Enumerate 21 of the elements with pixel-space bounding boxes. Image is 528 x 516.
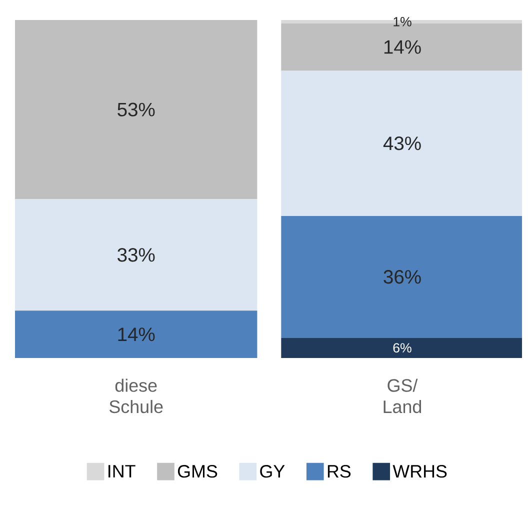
data-label: 14% [384,40,421,54]
data-label: 14% [118,328,155,342]
data-label: 33% [118,248,155,262]
x-tick-label: diese Schule [109,378,163,414]
legend-label: INT [108,465,136,478]
data-label: 6% [393,343,412,353]
bar [15,199,258,311]
legend-label: GMS [178,464,218,478]
data-label: 43% [383,136,421,150]
bar [281,338,522,358]
bar [15,20,258,200]
data-label: 36% [384,270,421,284]
legend-label: WRHS [392,464,447,478]
data-label: 1% [394,17,412,26]
bar [281,216,522,338]
bar [15,310,258,358]
legend-label: RS [328,464,351,478]
data-label: 53% [118,102,155,116]
bar [281,70,522,216]
x-tick-label: GS/ Land [384,378,422,414]
legend-label: GY [260,464,285,478]
